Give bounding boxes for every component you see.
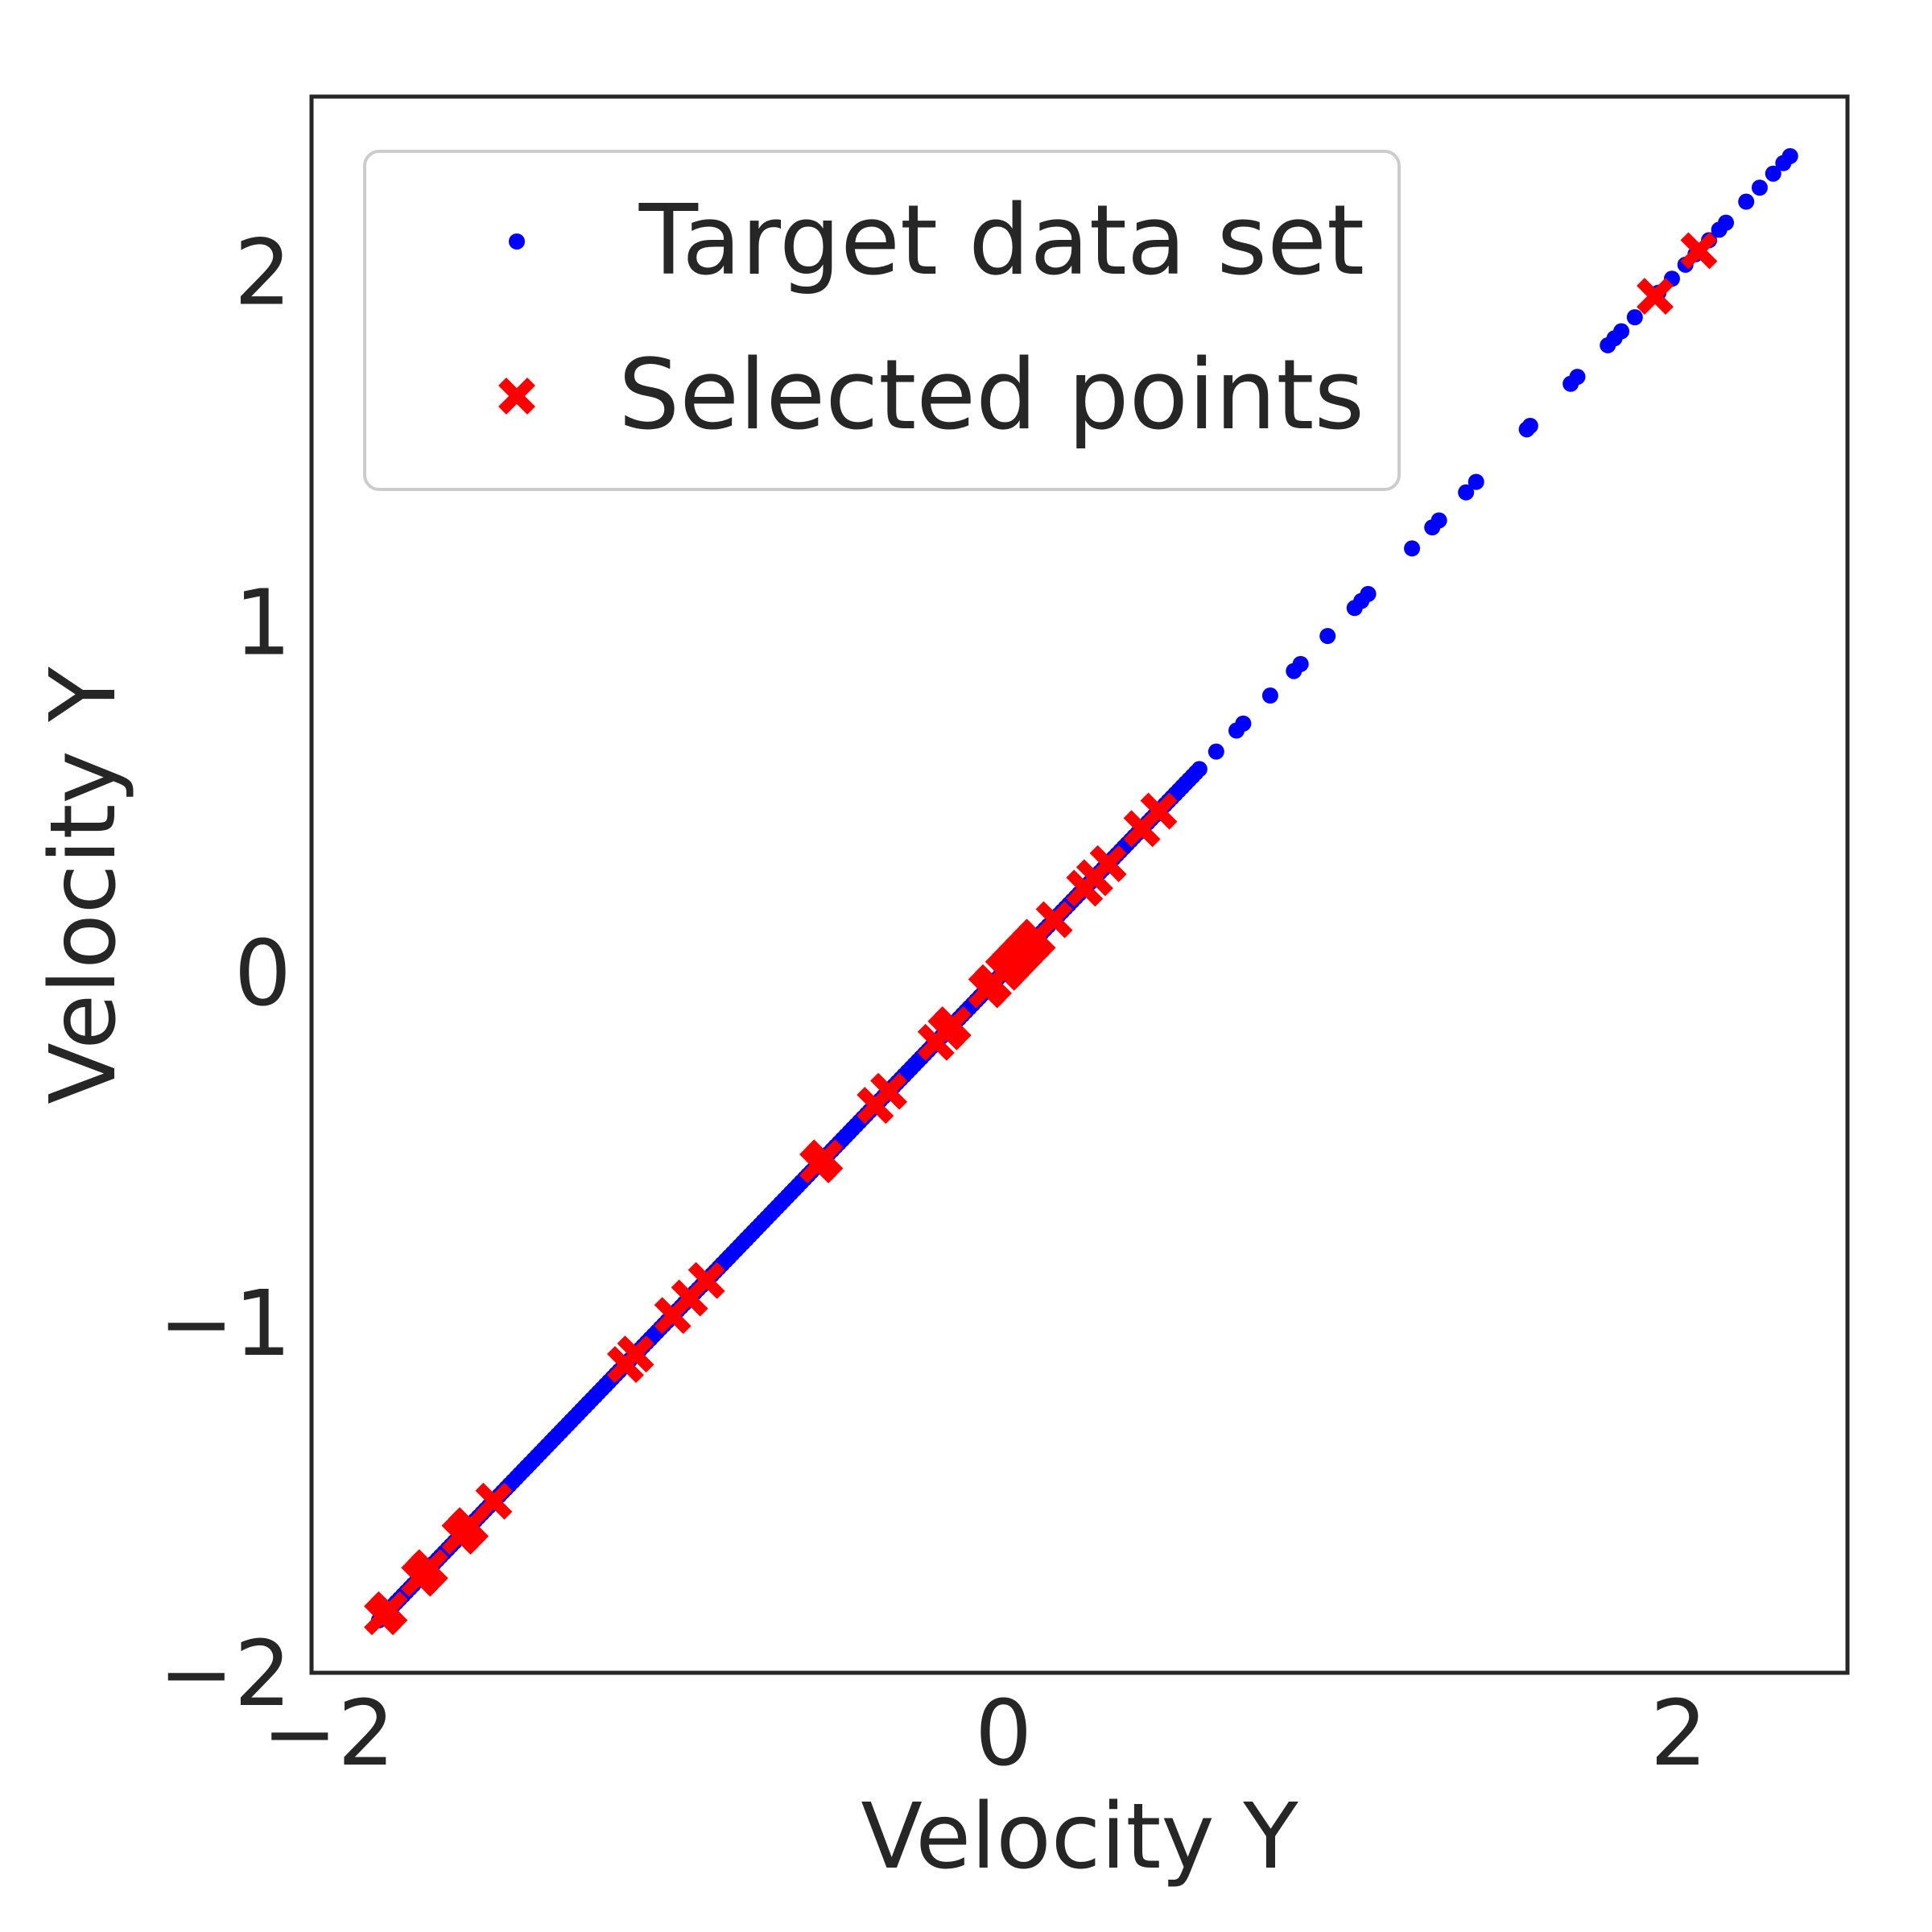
legend-label: Selected points [618,340,1364,452]
plot-frame [309,94,1850,1675]
target-data-point [1521,418,1538,435]
x-marker-stroke [617,1335,654,1373]
x-marker-stroke [1680,232,1718,270]
target-data-point [1718,214,1735,231]
x-axis-label: Velocity Y [861,1785,1298,1889]
x-marker-stroke [687,1261,725,1299]
target-data-point [1191,761,1208,778]
x-marker-stroke [370,1591,408,1629]
selected-point [370,1591,408,1629]
x-tick-label: −2 [262,1682,394,1786]
selected-point [1637,278,1674,315]
legend: Target data set Selected points [363,150,1401,491]
x-marker-stroke [934,1006,972,1043]
target-data-point [1569,369,1586,386]
target-data-point [1458,484,1475,501]
target-data-point [1261,687,1278,704]
selected-point [475,1482,513,1520]
target-data-point [1404,540,1421,557]
x-marker-stroke [1140,792,1178,830]
x-tick-label: 2 [1650,1682,1707,1786]
x-marker-stroke [870,1072,908,1110]
legend-box [363,150,1401,491]
tick-labels: −2 0 2 −2 −1 0 1 2 [159,221,1707,1786]
x-marker-stroke [1089,844,1127,882]
legend-entry-selected: Selected points [498,340,1364,452]
y-tick-label: −2 [159,1622,291,1727]
target-data-point [1468,473,1484,490]
target-data-point [1360,585,1377,602]
selected-point [1140,792,1178,830]
selected-point [687,1261,725,1299]
target-data-point [1319,628,1336,645]
y-tick-label: 1 [234,572,291,676]
target-data-point [1751,180,1768,196]
selected-point [934,1006,972,1043]
selected-point [870,1072,908,1110]
target-data-point [1613,323,1630,340]
target-data-point [1765,165,1781,182]
target-data-point [1430,512,1447,529]
target-data-point [1235,715,1252,732]
selected-point [1035,901,1073,939]
legend-x-marker [498,378,535,415]
target-data-point [1781,147,1798,164]
legend-entry-target: Target data set [509,185,1364,297]
x-marker-stroke [475,1482,513,1520]
x-marker-stroke [1035,901,1073,939]
x-tick-label: 0 [975,1682,1032,1786]
legend-items: Target data set Selected points [498,185,1364,452]
target-data-point [1292,655,1309,672]
selected-point [806,1139,844,1177]
target-data-point [1208,743,1224,760]
legend-label: Target data set [638,185,1364,297]
y-tick-label: 0 [234,922,291,1026]
selected-point [1089,844,1127,882]
selected-point [1680,232,1718,270]
legend-dot-marker [509,233,525,250]
x-marker-stroke [1637,278,1674,315]
target-data-point [1738,193,1755,210]
y-tick-label: 2 [234,221,291,326]
selected-point [617,1335,654,1373]
y-tick-label: −1 [159,1272,291,1377]
selected-point [411,1549,448,1587]
target-data-point [1626,309,1643,326]
data-points [364,147,1798,1636]
y-axis-label: Velocity Y [31,667,136,1104]
x-marker-stroke [411,1549,448,1587]
x-marker-stroke [498,378,535,415]
x-marker-stroke [806,1139,844,1177]
